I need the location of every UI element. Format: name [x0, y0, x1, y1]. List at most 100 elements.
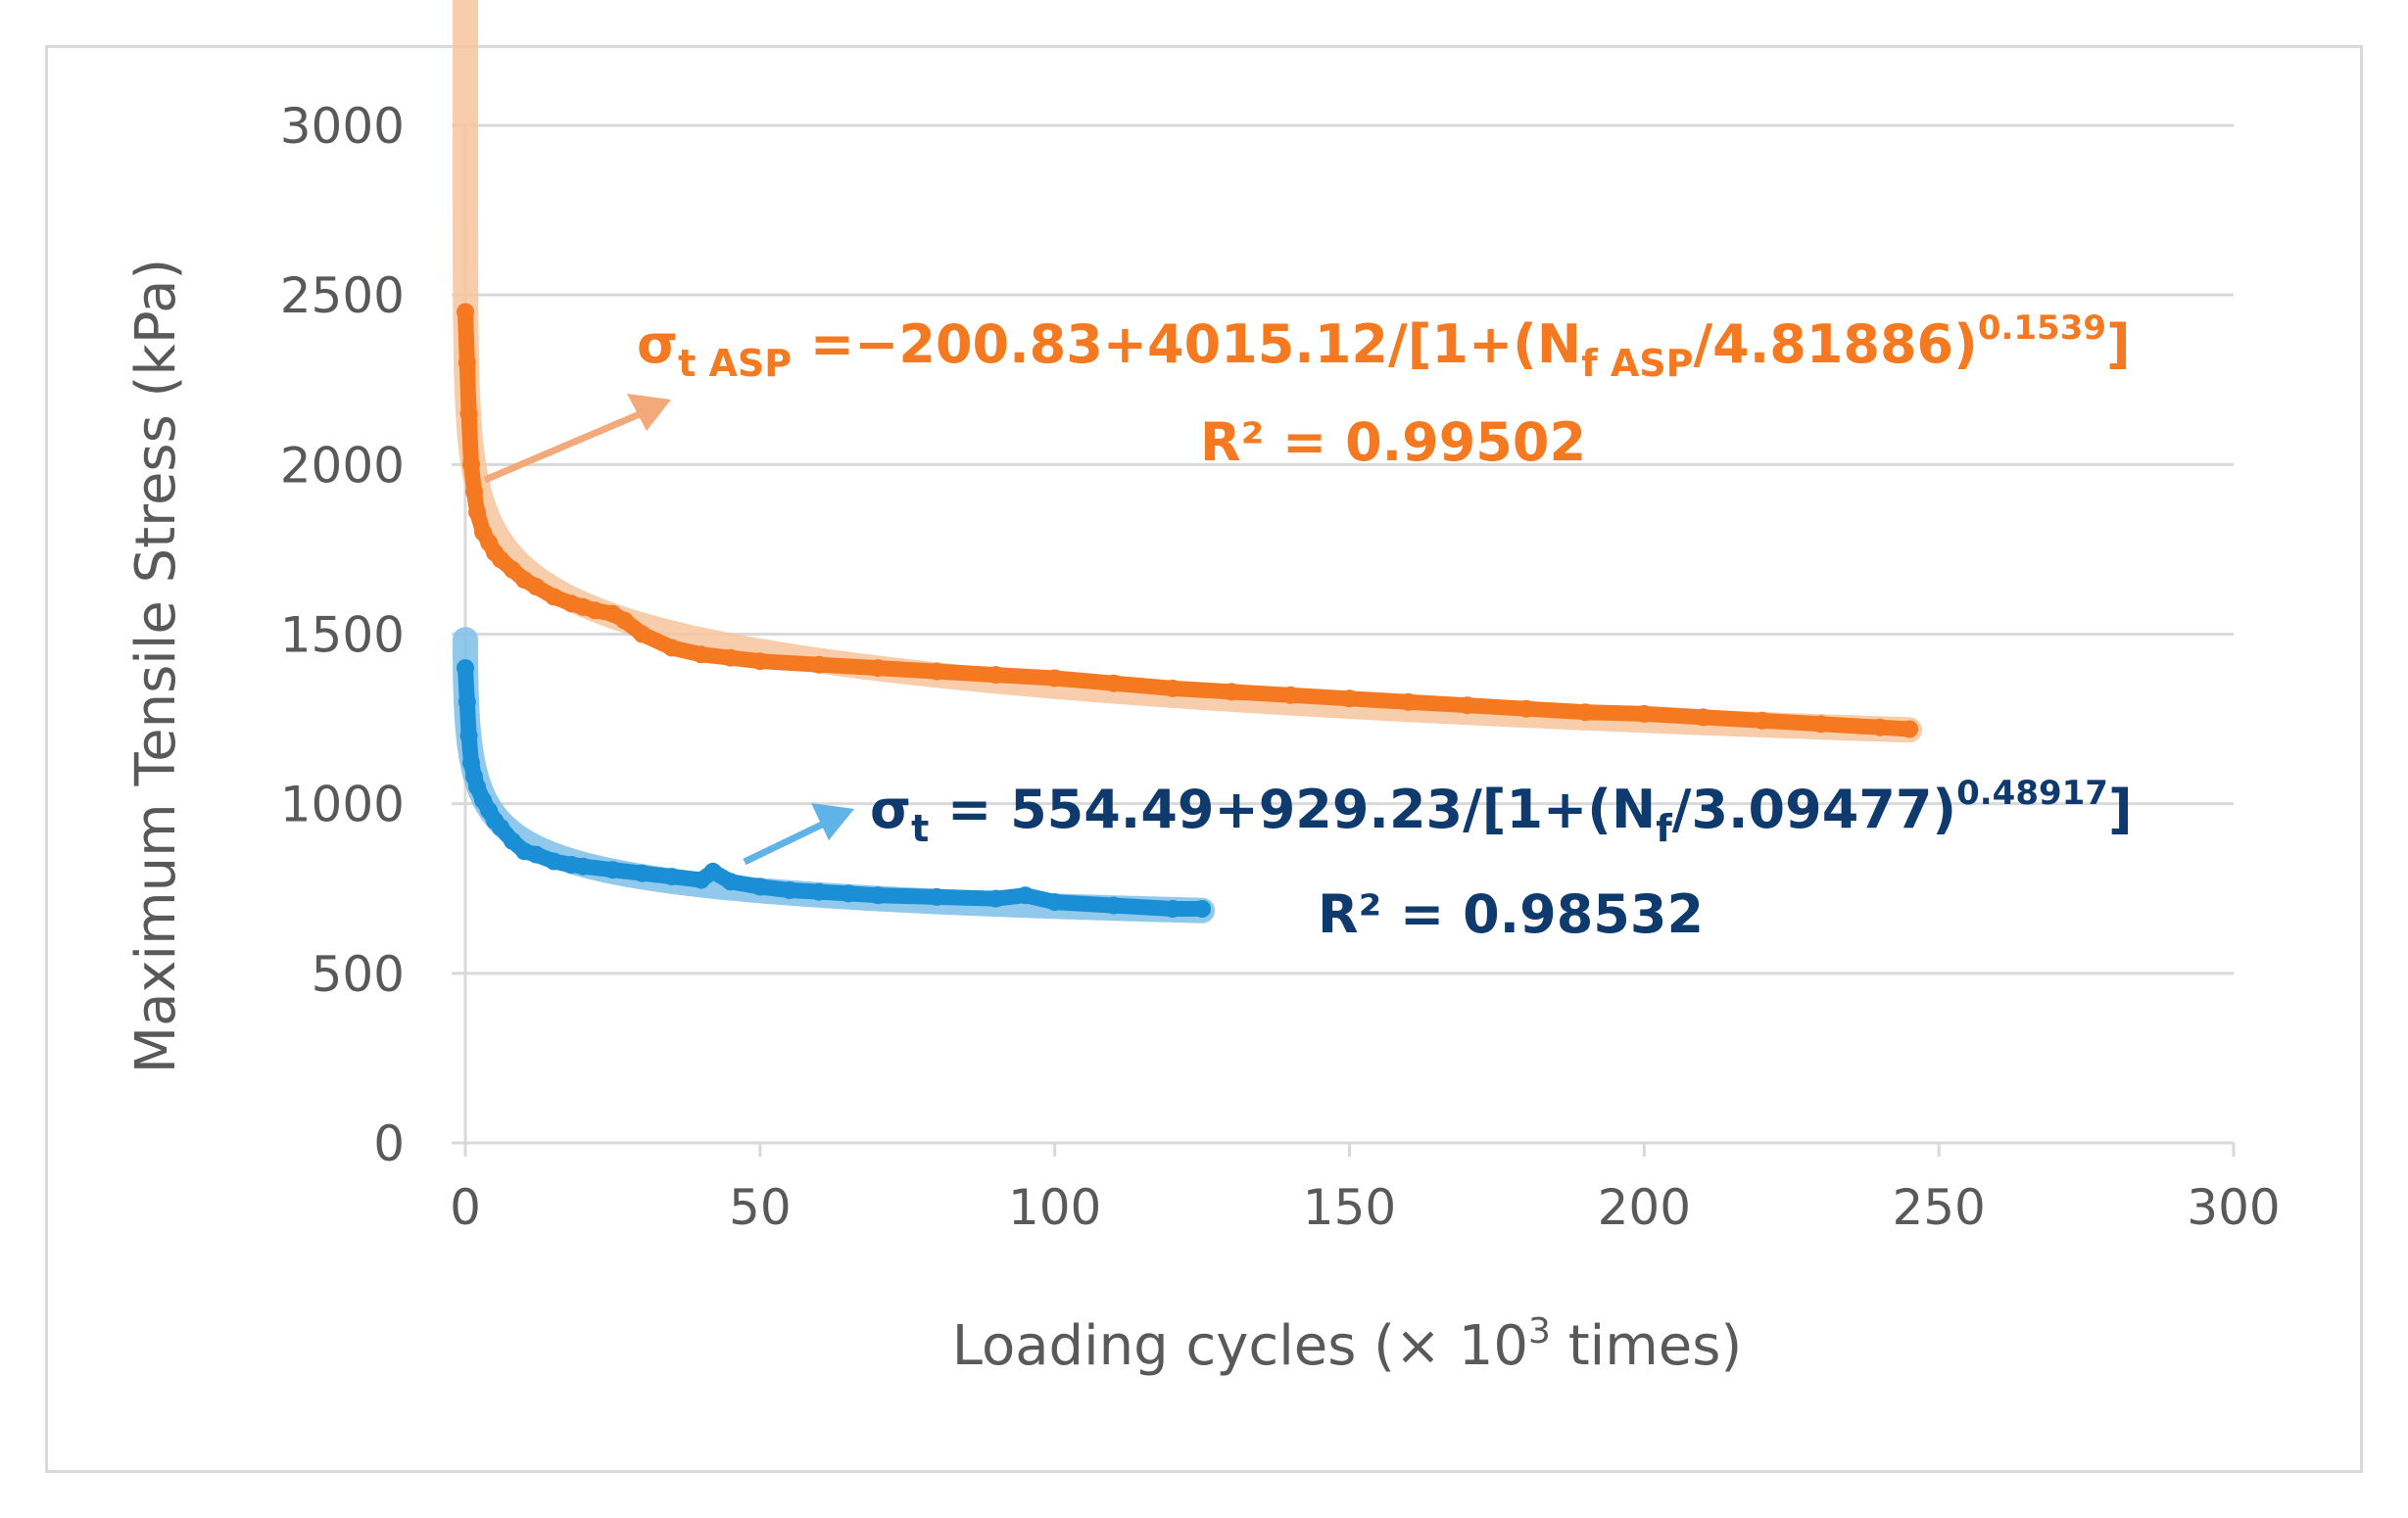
eq-asp-part2: /4.81886) [1693, 313, 1977, 375]
y-tick-label-2500: 2500 [280, 267, 405, 324]
data-point-asp-31 [1223, 683, 1241, 701]
equation-asp: σt ASP =−200.83+4015.12/[1+(Nf ASP/4.818… [637, 308, 2131, 385]
data-point-asp-3 [462, 455, 480, 474]
x-tick-label-150: 150 [1303, 1179, 1396, 1236]
data-point-asp-13 [545, 588, 563, 606]
data-point-control-31 [1104, 896, 1123, 915]
data-point-asp-33 [1340, 689, 1359, 708]
data-point-control-26 [869, 886, 888, 905]
data-point-control-24 [810, 882, 828, 901]
eq-ctl-part1: = 554.49+929.23/[1+(N [929, 779, 1656, 840]
data-point-control-32 [1164, 900, 1181, 918]
x-tick-labels: 0 50 100 150 200 250 300 [450, 1143, 2281, 1236]
eq-asp-exponent: 0.1539 [1978, 308, 2106, 348]
data-point-control-16 [603, 861, 622, 879]
data-point-control-23 [780, 881, 798, 899]
data-point-asp-29 [1104, 674, 1123, 692]
data-point-asp-40 [1753, 711, 1771, 730]
data-point-asp-28 [1045, 669, 1064, 688]
data-point-asp-24 [810, 655, 828, 674]
equation-control: σt = 554.49+929.23/[1+(Nf/3.09477)0.4891… [870, 774, 2133, 850]
fit-curves [453, 0, 1923, 924]
data-point-asp-26 [928, 662, 946, 681]
y-tick-label-1500: 1500 [280, 607, 405, 664]
data-point-asp-35 [1458, 696, 1476, 715]
data-point-control-5 [468, 778, 486, 796]
eq-ctl-part2: /3.09477) [1672, 779, 1956, 840]
data-series [457, 303, 1919, 918]
data-point-asp-18 [615, 611, 634, 630]
data-point-asp-21 [692, 645, 710, 664]
data-point-control-0 [457, 659, 474, 678]
x-axis-title: Loading cycles (× 103 times) [952, 1311, 1743, 1378]
data-point-control-33 [1193, 900, 1212, 918]
data-point-asp-10 [504, 560, 522, 579]
y-tick-label-2000: 2000 [280, 437, 405, 494]
eq-ctl-exponent: 0.48917 [1956, 774, 2108, 813]
eq-asp-close: ] [2106, 313, 2131, 375]
y-tick-label-0: 0 [373, 1115, 405, 1172]
x-tick-label-300: 300 [2187, 1179, 2280, 1236]
eq-ctl-close: ] [2108, 779, 2133, 840]
data-point-asp-23 [750, 652, 769, 671]
data-point-asp-38 [1635, 704, 1654, 723]
data-point-asp-4 [465, 483, 483, 500]
x-tick-label-100: 100 [1008, 1179, 1101, 1236]
data-point-asp-36 [1517, 699, 1535, 718]
y-tick-label-500: 500 [312, 946, 405, 1003]
x-tick-label-200: 200 [1598, 1179, 1691, 1236]
r2-asp: R² = 0.99502 [1200, 411, 1586, 473]
data-point-asp-39 [1694, 708, 1712, 727]
data-point-control-15 [574, 857, 593, 876]
y-axis-title: Maximum Tensile Stress (kPa) [124, 259, 188, 1074]
x-axis-title-main: Loading cycles (× 10 [952, 1314, 1528, 1378]
data-point-asp-27 [987, 666, 1005, 685]
x-axis-title-tail: times) [1551, 1314, 1742, 1378]
eq-ctl-sigma: σ [870, 779, 911, 840]
data-point-control-22 [750, 878, 769, 896]
data-point-asp-0 [457, 303, 474, 321]
r2-control: R² = 0.98532 [1318, 883, 1704, 945]
data-point-asp-1 [458, 354, 476, 372]
data-point-control-10 [504, 831, 522, 850]
y-tick-label-3000: 3000 [280, 98, 405, 155]
data-point-asp-37 [1576, 703, 1595, 722]
data-point-control-18 [662, 868, 681, 886]
data-point-control-29 [1016, 886, 1035, 905]
data-point-control-3 [462, 754, 480, 773]
chart-frame [45, 45, 2363, 1473]
data-point-control-28 [987, 889, 1005, 908]
data-point-control-12 [527, 845, 546, 864]
data-point-asp-5 [468, 502, 486, 521]
arrow-control [743, 803, 854, 866]
data-point-asp-32 [1281, 686, 1300, 704]
data-point-asp-34 [1399, 692, 1418, 711]
x-axis-title-sup: 3 [1528, 1311, 1551, 1352]
data-point-asp-42 [1871, 718, 1889, 736]
data-point-control-17 [633, 864, 651, 882]
data-point-control-1 [458, 692, 476, 711]
data-point-asp-16 [586, 601, 604, 620]
data-point-asp-9 [492, 550, 510, 569]
data-point-asp-43 [1901, 720, 1919, 738]
gridlines [465, 123, 2234, 975]
data-point-asp-2 [459, 404, 478, 423]
data-point-asp-12 [527, 578, 546, 595]
data-point-control-30 [1045, 893, 1064, 912]
eq-asp-part1: =−200.83+4015.12/[1+(N [792, 313, 1581, 375]
x-tick-label-50: 50 [729, 1179, 792, 1236]
data-point-control-13 [545, 852, 563, 871]
data-point-asp-20 [662, 639, 681, 657]
eq-asp-n-sub: f ASP [1581, 342, 1693, 385]
eq-asp-sigma-sub: t ASP [678, 342, 792, 385]
data-point-control-21 [721, 873, 740, 891]
arrow-asp [483, 394, 671, 484]
x-tick-label-250: 250 [1892, 1179, 1985, 1236]
data-point-control-25 [840, 884, 858, 903]
data-point-asp-25 [869, 659, 888, 678]
data-point-asp-41 [1811, 715, 1830, 734]
data-point-control-2 [459, 727, 478, 745]
data-point-asp-30 [1164, 679, 1181, 697]
data-point-control-20 [703, 862, 722, 880]
